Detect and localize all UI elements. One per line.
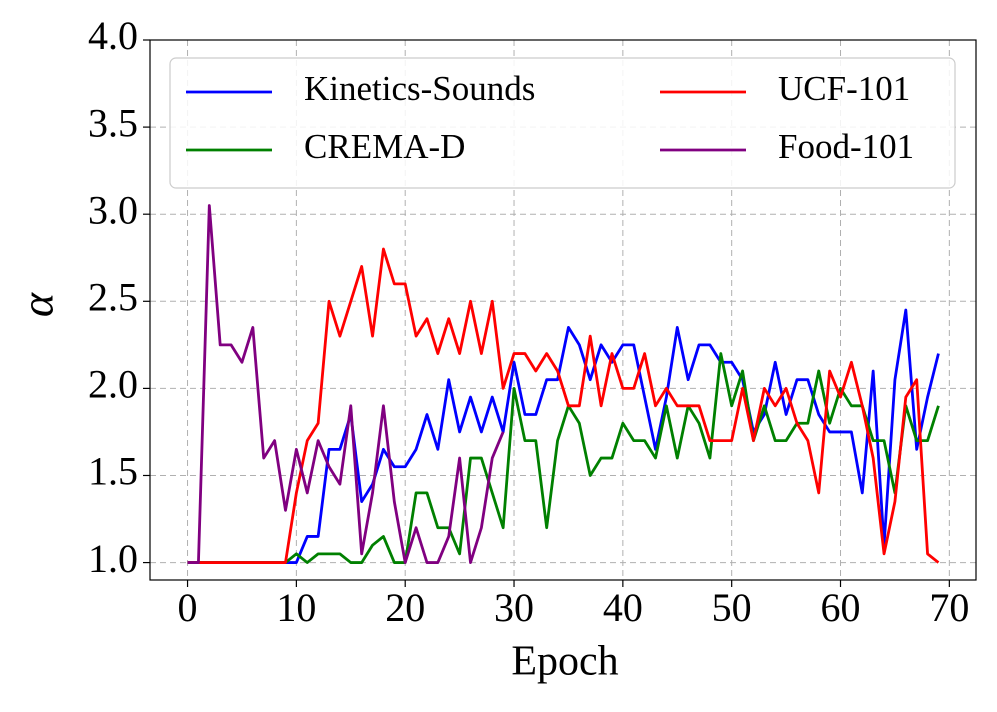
y-tick-label: 2.5 (88, 274, 138, 319)
y-axis-label: α (12, 292, 63, 317)
x-tick-label: 0 (178, 585, 198, 630)
legend-label: UCF-101 (778, 69, 910, 108)
y-tick-label: 4.0 (88, 13, 138, 58)
data-line (187, 247, 940, 564)
x-tick-label: 70 (929, 585, 969, 630)
data-line (187, 308, 940, 564)
x-tick-label: 20 (385, 585, 425, 630)
x-tick-label: 30 (494, 585, 534, 630)
data-line (187, 352, 940, 564)
x-tick-label: 10 (276, 585, 316, 630)
legend-box (169, 57, 956, 189)
y-tick-label: 3.5 (88, 100, 138, 145)
legend-label: CREMA-D (304, 127, 465, 166)
x-tick-label: 60 (821, 585, 861, 630)
y-tick-label: 1.0 (88, 536, 138, 581)
legend-label: Food-101 (778, 127, 914, 166)
y-tick-label: 2.0 (88, 362, 138, 407)
data-line (187, 204, 505, 564)
y-tick-label: 1.5 (88, 449, 138, 494)
x-axis-label: Epoch (511, 639, 618, 685)
x-tick-label: 40 (603, 585, 643, 630)
y-tick-label: 3.0 (88, 187, 138, 232)
legend-label: Kinetics-Sounds (304, 69, 535, 108)
x-tick-label: 50 (712, 585, 752, 630)
plot-frame (149, 39, 977, 581)
